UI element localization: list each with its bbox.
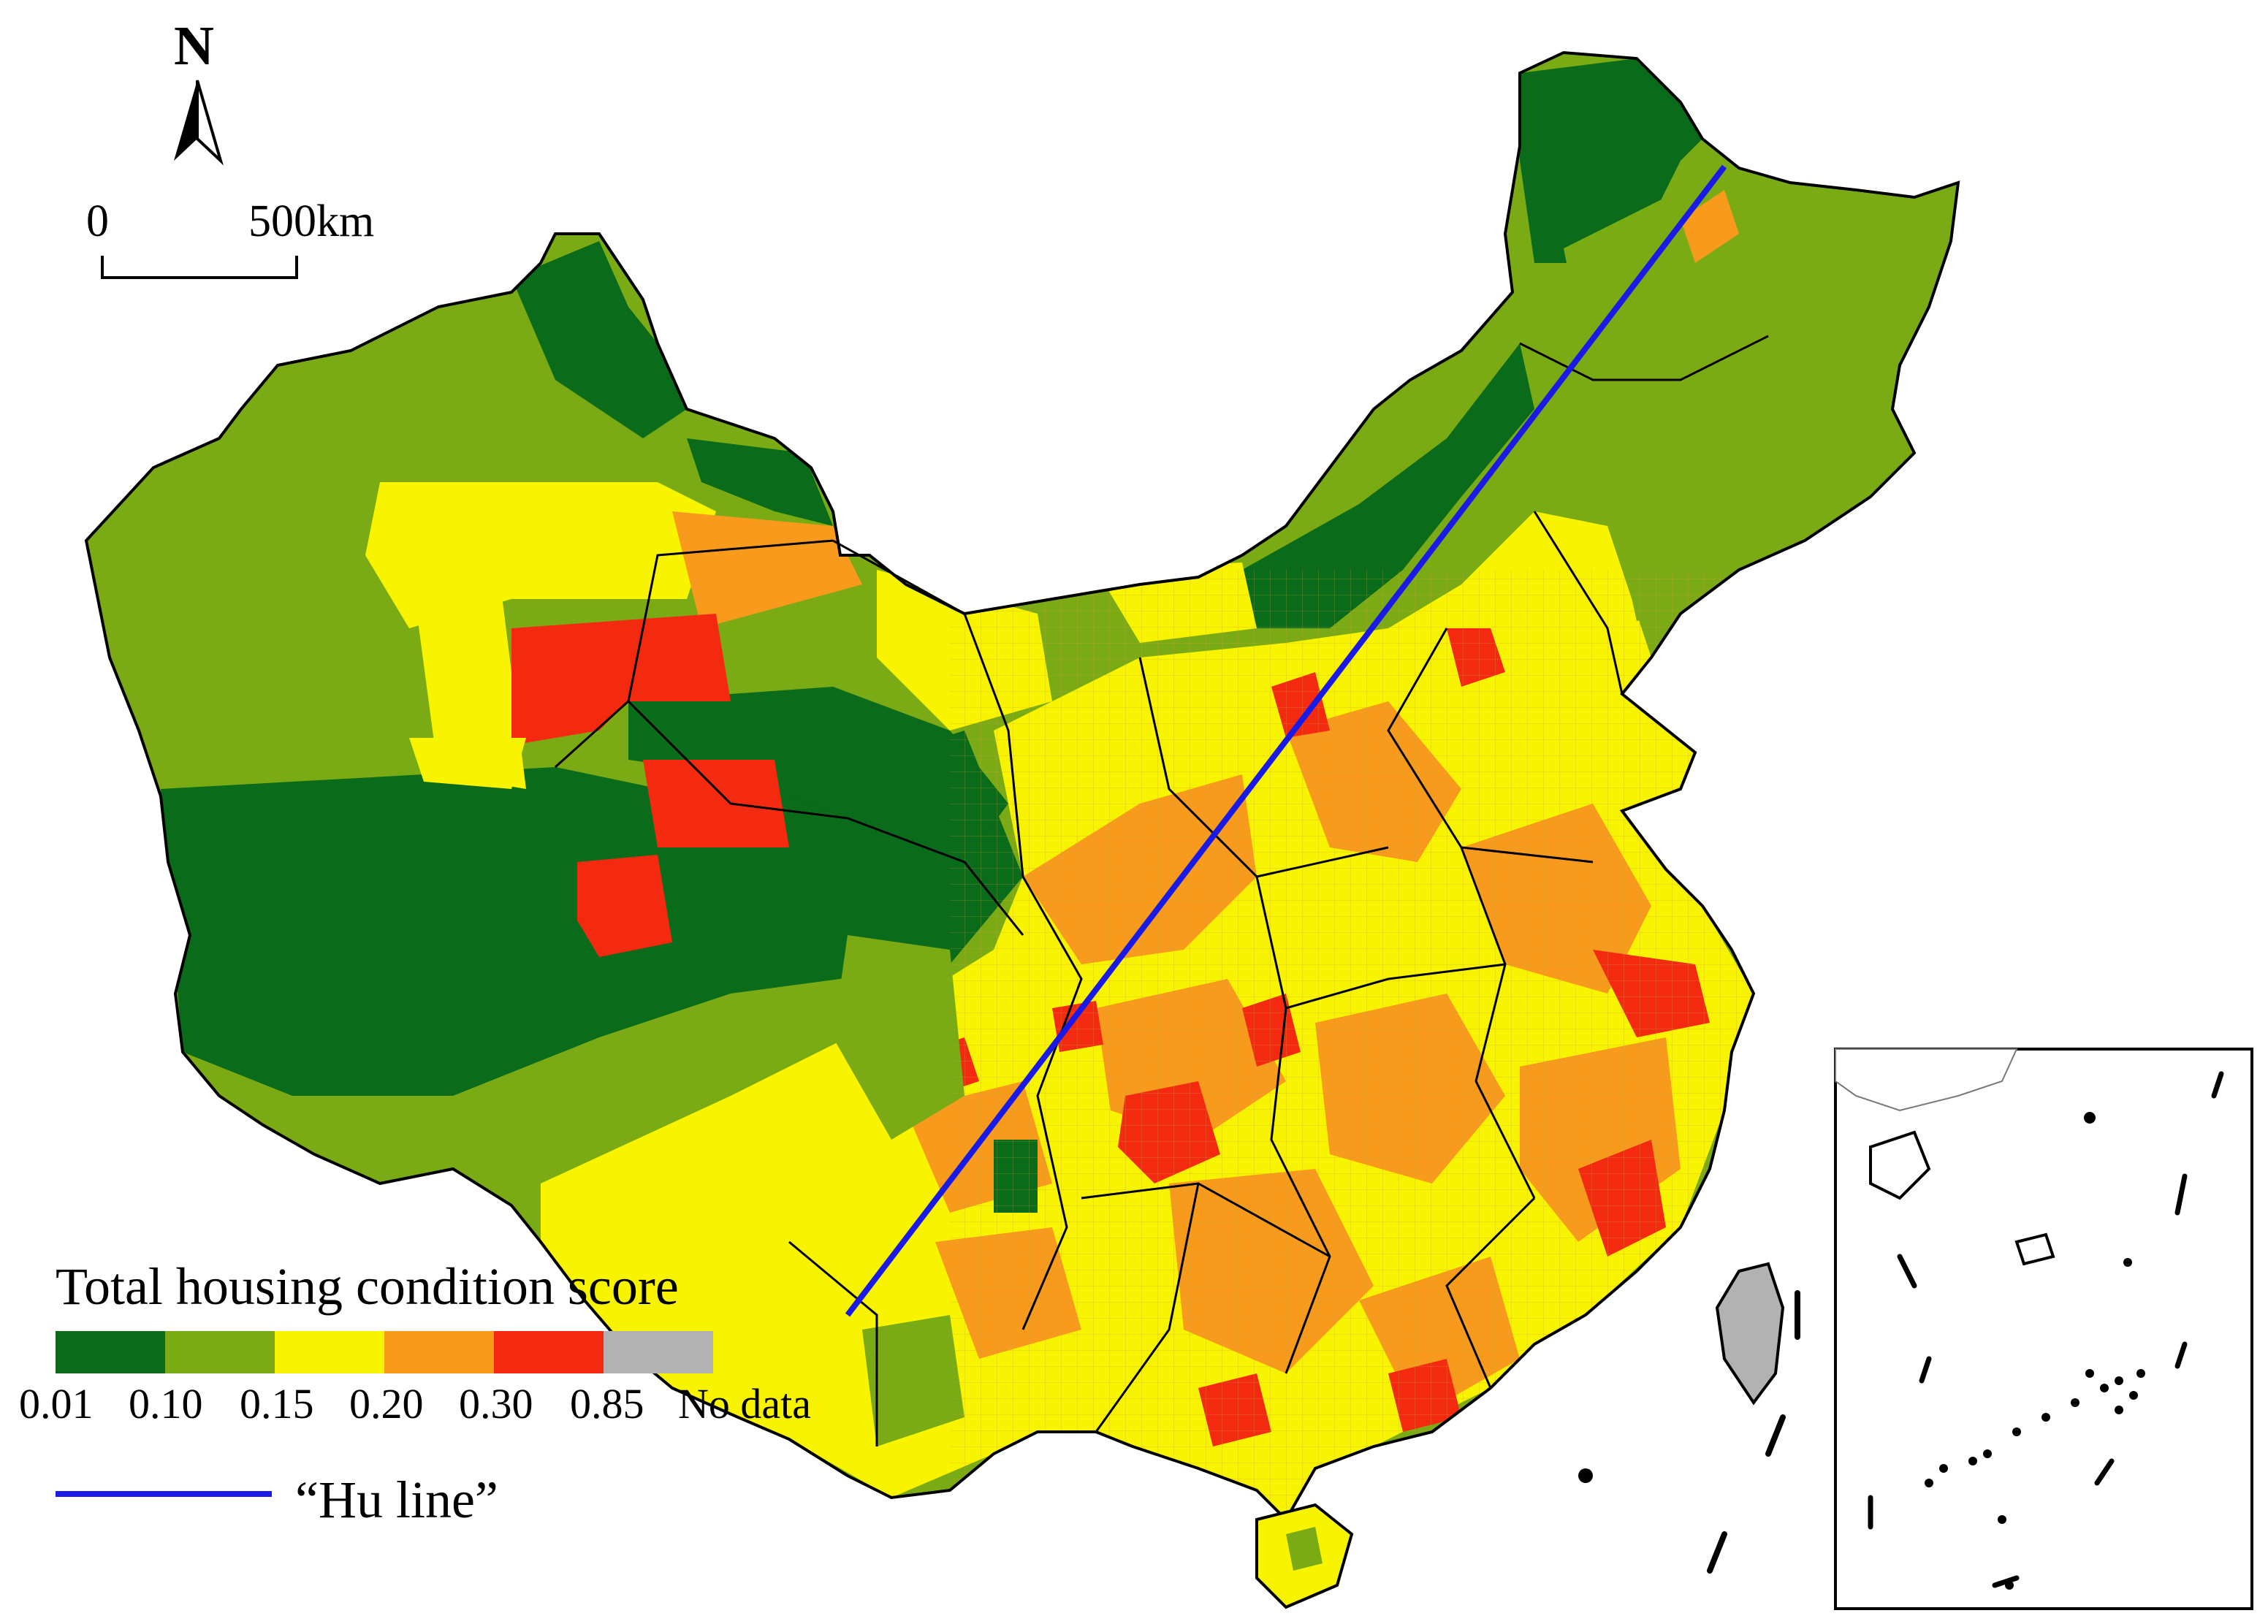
legend-swatch-1 xyxy=(165,1331,275,1373)
legend-break-0: 0.01 xyxy=(19,1380,94,1427)
inset-map xyxy=(1834,1048,2253,1610)
dash-line xyxy=(1707,1290,1800,1574)
legend-swatch-0 xyxy=(56,1331,165,1373)
legend-swatch-4 xyxy=(494,1331,604,1373)
legend-swatch-3 xyxy=(384,1331,494,1373)
province-boundaries xyxy=(554,335,1769,1446)
legend-break-5: 0.85 xyxy=(570,1380,644,1427)
legend-break-labels: 0.01 0.10 0.15 0.20 0.30 0.85 No data xyxy=(19,1379,881,1430)
legend-break-6: No data xyxy=(678,1380,811,1427)
legend-color-bar xyxy=(56,1331,713,1373)
scale-bar-distance-label: 500km xyxy=(248,197,375,246)
north-arrow-icon xyxy=(174,80,224,166)
hainan-patch xyxy=(1286,1527,1323,1571)
hu-line-legend-swatch xyxy=(56,1491,272,1497)
legend-break-3: 0.20 xyxy=(349,1380,424,1427)
taiwan-island xyxy=(1715,1262,1785,1406)
hu-line xyxy=(845,164,1727,1317)
north-label: N xyxy=(174,15,214,77)
legend-break-4: 0.30 xyxy=(459,1380,533,1427)
legend-title: Total housing condition score xyxy=(56,1257,679,1316)
legend-break-1: 0.10 xyxy=(129,1380,203,1427)
scale-bar-zero-label: 0 xyxy=(86,197,109,246)
legend-break-2: 0.15 xyxy=(240,1380,314,1427)
scale-bar xyxy=(101,256,298,279)
legend-swatch-2 xyxy=(275,1331,384,1373)
legend-swatch-5 xyxy=(604,1331,713,1373)
island-dot xyxy=(1578,1468,1593,1483)
hu-line-legend-label: “Hu line” xyxy=(295,1471,498,1529)
